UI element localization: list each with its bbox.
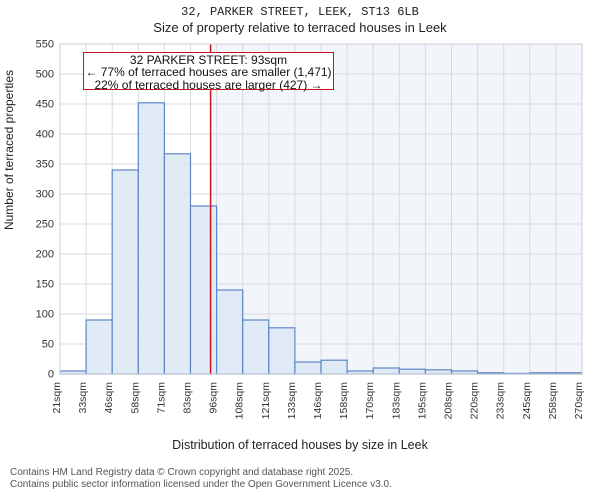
svg-text:50: 50 xyxy=(42,339,54,351)
svg-text:250: 250 xyxy=(36,219,54,231)
svg-text:200: 200 xyxy=(36,249,54,261)
svg-text:233sqm: 233sqm xyxy=(495,382,507,420)
svg-text:220sqm: 220sqm xyxy=(469,382,481,420)
svg-text:96sqm: 96sqm xyxy=(208,382,220,414)
svg-text:208sqm: 208sqm xyxy=(443,382,455,420)
svg-text:245sqm: 245sqm xyxy=(521,382,533,420)
svg-text:400: 400 xyxy=(36,129,54,141)
svg-text:170sqm: 170sqm xyxy=(364,382,376,420)
svg-text:146sqm: 146sqm xyxy=(312,382,324,420)
svg-text:270sqm: 270sqm xyxy=(573,382,585,420)
svg-text:450: 450 xyxy=(36,99,54,111)
svg-text:195sqm: 195sqm xyxy=(416,382,428,420)
svg-text:350: 350 xyxy=(36,159,54,171)
svg-text:183sqm: 183sqm xyxy=(390,382,402,420)
svg-text:46sqm: 46sqm xyxy=(103,382,115,414)
svg-text:58sqm: 58sqm xyxy=(129,382,141,414)
svg-text:300: 300 xyxy=(36,189,54,201)
svg-text:83sqm: 83sqm xyxy=(182,382,194,414)
svg-text:108sqm: 108sqm xyxy=(234,382,246,420)
svg-text:0: 0 xyxy=(48,369,54,381)
svg-text:550: 550 xyxy=(36,39,54,51)
svg-text:21sqm: 21sqm xyxy=(51,382,63,414)
svg-text:500: 500 xyxy=(36,69,54,81)
svg-text:258sqm: 258sqm xyxy=(547,382,559,420)
svg-text:150: 150 xyxy=(36,279,54,291)
svg-text:158sqm: 158sqm xyxy=(338,382,350,420)
svg-text:121sqm: 121sqm xyxy=(260,382,272,420)
svg-text:133sqm: 133sqm xyxy=(286,382,298,420)
svg-text:71sqm: 71sqm xyxy=(155,382,167,414)
svg-text:100: 100 xyxy=(36,309,54,321)
svg-text:33sqm: 33sqm xyxy=(77,382,89,414)
